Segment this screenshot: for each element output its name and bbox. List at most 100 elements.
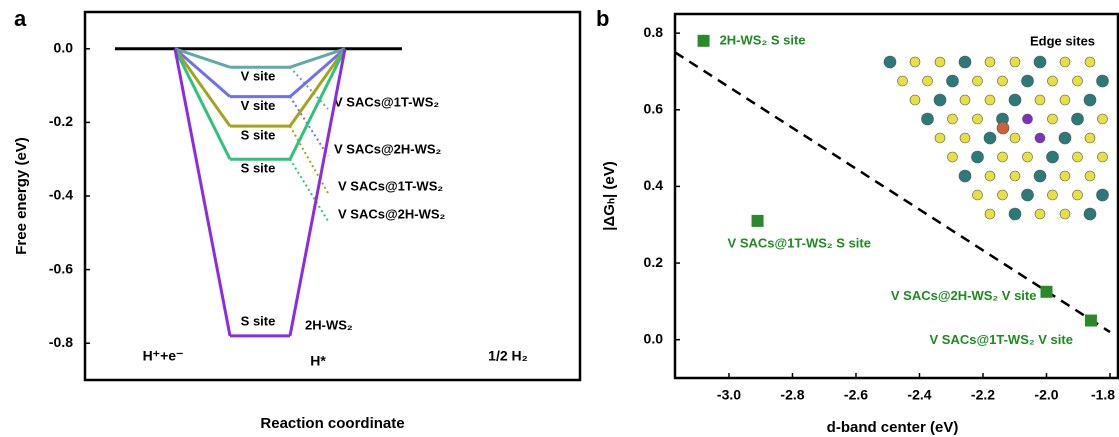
atom (1059, 132, 1071, 144)
y-tick-label: 0.0 (644, 330, 664, 346)
atom (1060, 171, 1070, 181)
point-label: V SACs@1T-WS₂ S site (728, 235, 871, 250)
point (1040, 286, 1052, 298)
atom (1047, 151, 1059, 163)
y-tick-label: 0.2 (644, 254, 664, 270)
series-label: V SACs@2H-WS₂ (338, 206, 446, 221)
atom (884, 56, 896, 68)
x-tick-label: -2.4 (907, 387, 931, 403)
atom (1048, 76, 1058, 86)
atom (948, 152, 958, 162)
y-tick-label: 0.6 (644, 100, 664, 116)
atom (1010, 133, 1020, 143)
atom (934, 94, 946, 106)
atom (1010, 171, 1020, 181)
site-label: V site (241, 69, 276, 84)
atom (1084, 208, 1096, 220)
atom (1073, 190, 1083, 200)
atom (959, 170, 971, 182)
atom (910, 95, 920, 105)
y-axis-title: |ΔGₕ| (eV) (601, 161, 618, 230)
series-label: V SACs@2H-WS₂ (334, 141, 442, 156)
atom (948, 114, 958, 124)
site-label: V site (241, 98, 276, 113)
atom (998, 190, 1008, 200)
atom (1048, 114, 1058, 124)
category-label: H* (310, 353, 326, 369)
y-tick-label: -0.2 (49, 113, 73, 129)
atom (922, 113, 934, 125)
atom (973, 190, 983, 200)
annotation: Edge sites (1030, 33, 1095, 48)
atom (1023, 152, 1033, 162)
atom (973, 76, 983, 86)
point (1085, 315, 1097, 327)
x-tick-label: -2.6 (844, 387, 868, 403)
y-tick-label: -0.4 (49, 187, 73, 203)
y-tick-label: 0.4 (644, 177, 664, 193)
atom (1035, 95, 1045, 105)
category-label: H⁺+e⁻ (143, 348, 184, 364)
atom (1023, 114, 1033, 124)
atom (960, 133, 970, 143)
atom (1084, 94, 1096, 106)
atom (985, 171, 995, 181)
atom (1060, 209, 1070, 219)
atom (1022, 75, 1034, 87)
atom (998, 76, 1008, 86)
panel-label: a (14, 6, 27, 31)
atom (985, 209, 995, 219)
atom (1009, 208, 1021, 220)
structure-image (884, 56, 1109, 220)
x-tick-label: -3.0 (717, 387, 741, 403)
x-tick-label: -2.2 (971, 387, 995, 403)
atom (1072, 113, 1084, 125)
point (752, 215, 764, 227)
point-label: V SACs@1T-WS₂ V site (930, 332, 1073, 347)
atom (998, 152, 1008, 162)
atom (984, 132, 996, 144)
atom (935, 57, 945, 67)
atom (1009, 94, 1021, 106)
panel-label: b (596, 6, 609, 31)
atom (1085, 57, 1095, 67)
y-tick-label: 0.0 (54, 40, 74, 56)
leader-line (290, 67, 328, 109)
category-label: 1/2 H₂ (488, 348, 528, 364)
y-tick-label: -0.8 (49, 334, 73, 350)
figure: a0.0-0.2-0.4-0.6-0.8H⁺+e⁻H*1/2 H₂V siteV… (0, 0, 1119, 437)
atom (898, 76, 908, 86)
x-tick-label: -1.8 (1091, 387, 1115, 403)
atom (1060, 95, 1070, 105)
site-label: S site (241, 161, 276, 176)
atom (910, 57, 920, 67)
atom (1098, 114, 1108, 124)
energy-step (290, 49, 345, 336)
series-label: 2H-WS₂ (305, 317, 353, 332)
x-axis-title: d-band center (eV) (827, 419, 959, 436)
atom (1098, 152, 1108, 162)
atom (1085, 171, 1095, 181)
atom (973, 114, 983, 124)
atom (1010, 57, 1020, 67)
atom (1034, 56, 1046, 68)
atom (959, 56, 971, 68)
atom (1097, 75, 1109, 87)
site-label: S site (241, 128, 276, 143)
x-axis-title: Reaction coordinate (260, 415, 404, 432)
atom (1034, 170, 1046, 182)
series-label: V SACs@1T-WS₂ (338, 178, 443, 193)
atom (997, 122, 1009, 134)
point (698, 35, 710, 47)
atom (1048, 190, 1058, 200)
atom (985, 57, 995, 67)
atom (1035, 209, 1045, 219)
energy-step (175, 49, 230, 336)
y-tick-label: 0.8 (644, 24, 664, 40)
atom (947, 75, 959, 87)
y-axis-title: Free energy (eV) (13, 137, 30, 255)
atom (960, 95, 970, 105)
atom (972, 151, 984, 163)
atom (923, 76, 933, 86)
series-label: V SACs@1T-WS₂ (334, 94, 439, 109)
